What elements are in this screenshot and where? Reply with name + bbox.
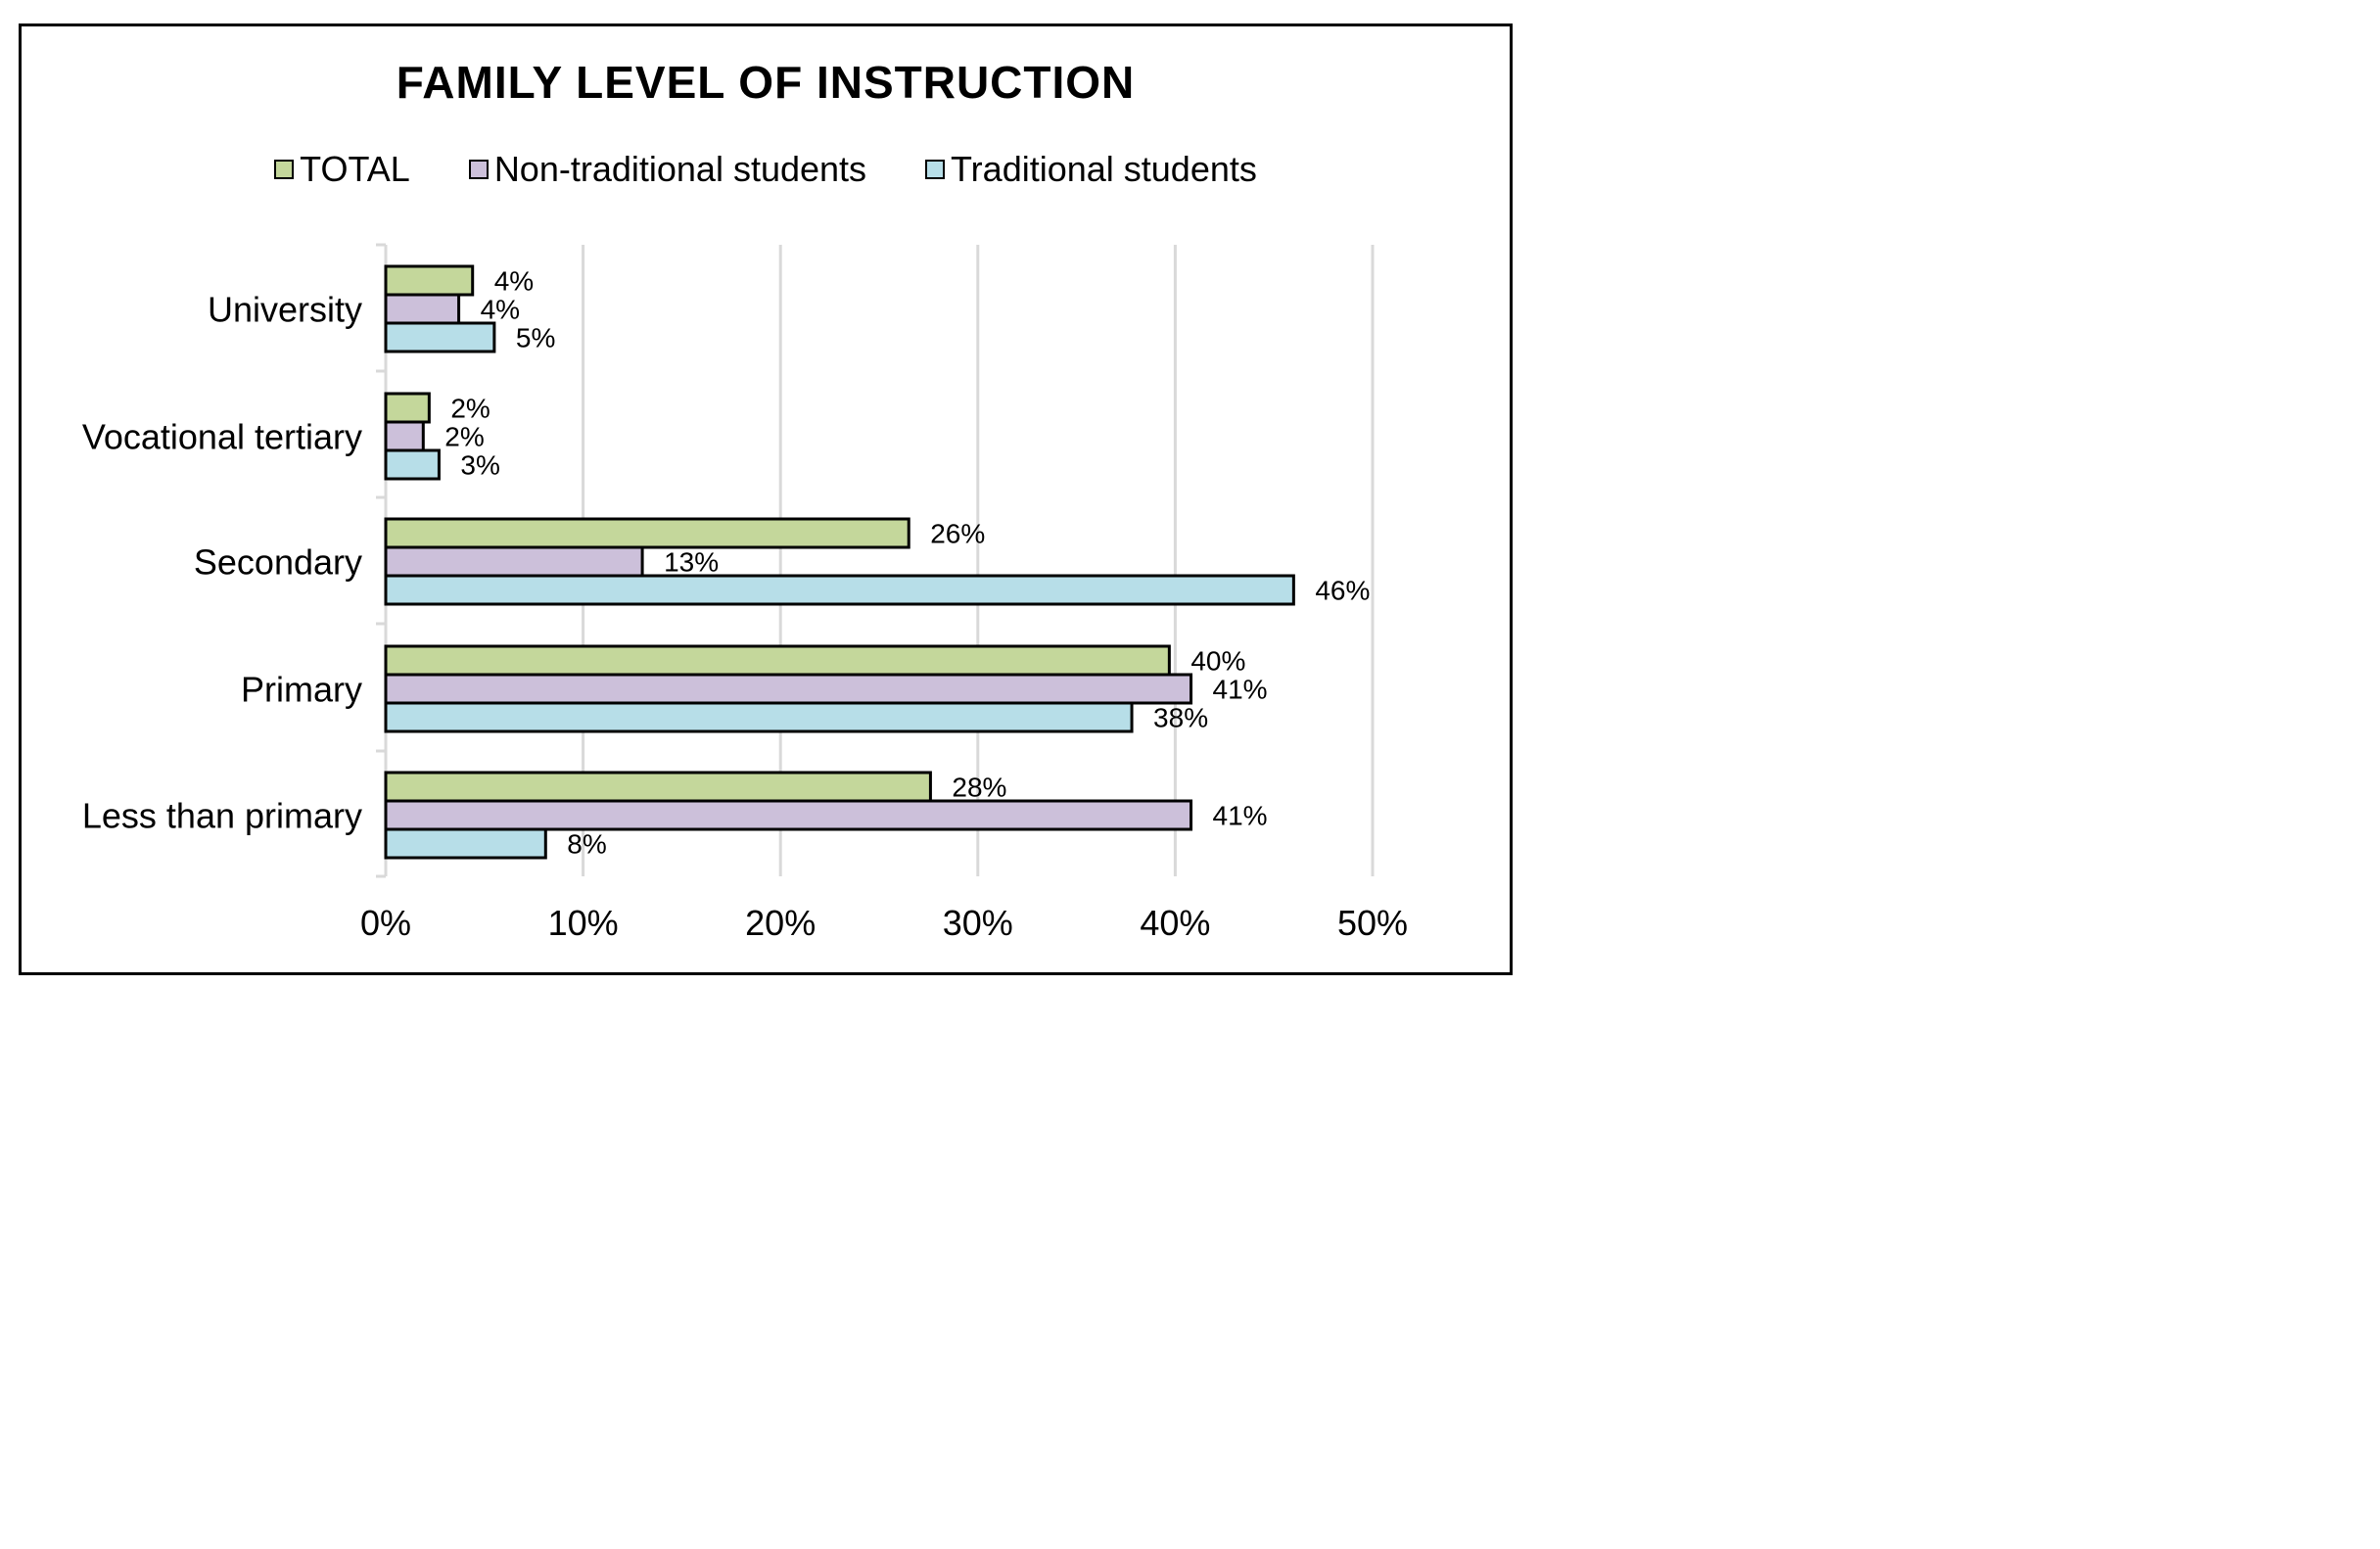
- bar: [384, 448, 441, 481]
- category-label: Less than primary: [82, 796, 362, 836]
- bar: [384, 827, 547, 860]
- category-label: Primary: [241, 670, 362, 710]
- category-label: University: [208, 290, 362, 330]
- data-label: 28%: [952, 773, 1006, 803]
- category-label: Secondary: [194, 542, 362, 583]
- bar: [384, 264, 475, 297]
- bar: [384, 574, 1295, 606]
- bar: [384, 517, 910, 549]
- legend-item-non-traditional: Non-traditional students: [468, 149, 867, 190]
- bar: [384, 701, 1134, 733]
- x-tick-label: 20%: [745, 903, 816, 943]
- data-label: 2%: [444, 422, 484, 452]
- data-label: 4%: [494, 266, 534, 297]
- legend-swatch-total: [274, 160, 295, 179]
- legend-swatch-non-traditional: [468, 160, 489, 179]
- bar: [384, 392, 431, 424]
- legend-label-traditional: Traditional students: [951, 149, 1257, 189]
- legend-label-total: TOTAL: [300, 149, 410, 189]
- data-label: 26%: [930, 519, 985, 549]
- data-label: 5%: [516, 323, 555, 353]
- bar: [384, 799, 1193, 831]
- x-tick-label: 30%: [943, 903, 1013, 943]
- bar: [384, 321, 496, 353]
- data-label: 40%: [1190, 646, 1245, 677]
- legend-swatch-traditional: [925, 160, 946, 179]
- data-label: 13%: [664, 547, 719, 578]
- x-tick-label: 40%: [1140, 903, 1210, 943]
- data-label: 46%: [1315, 576, 1370, 606]
- bar: [384, 771, 932, 803]
- data-label: 2%: [450, 394, 490, 424]
- data-label: 4%: [481, 295, 520, 325]
- bar: [384, 420, 425, 452]
- data-label: 38%: [1153, 703, 1208, 733]
- bar: [384, 545, 644, 578]
- x-tick-label: 50%: [1337, 903, 1408, 943]
- data-label: 41%: [1213, 675, 1268, 705]
- legend: TOTAL Non-traditional students Tradition…: [19, 149, 1513, 190]
- category-label: Vocational tertiary: [82, 417, 362, 457]
- bar: [384, 673, 1193, 705]
- legend-label-non-traditional: Non-traditional students: [493, 149, 867, 189]
- legend-item-total: TOTAL: [274, 149, 410, 190]
- bar-chart-plot: 0% 10% 20% 30% 40% 50%4%4%5%University2%2%3%V…: [82, 243, 1408, 943]
- chart-title: FAMILY LEVEL OF INSTRUCTION: [396, 57, 1136, 108]
- bar: [384, 644, 1171, 677]
- data-label: 3%: [460, 450, 499, 481]
- legend-item-traditional: Traditional students: [925, 149, 1257, 190]
- bar: [384, 293, 461, 325]
- x-tick-label: 10%: [548, 903, 619, 943]
- data-label: 41%: [1213, 801, 1268, 831]
- x-tick-label: 0%: [360, 903, 411, 943]
- data-label: 8%: [567, 829, 606, 860]
